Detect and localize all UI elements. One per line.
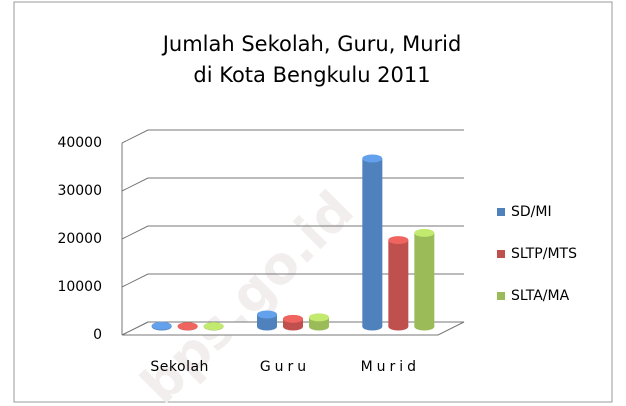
bar-top [177,322,198,331]
bar-bottom [283,322,303,331]
bar [388,236,409,331]
bar-top [388,236,409,245]
bar [177,322,198,331]
grid-line [121,225,149,240]
bar-bottom [414,322,435,331]
legend-swatch [497,292,505,300]
bar [309,313,329,331]
y-tick-label: 20000 [57,231,102,247]
bar-top [257,310,277,319]
bar-body [414,232,435,327]
y-tick-label: 30000 [57,183,102,199]
bar [414,228,435,331]
x-tick-label: Sekolah [150,359,209,375]
bar [283,314,303,331]
chart-title: di Kota Bengkulu 2011 [193,63,430,87]
bar-bottom [257,322,277,331]
bar-body [309,317,329,327]
bar-body [362,158,383,327]
y-tick-label: 40000 [57,135,102,151]
bar-bottom [388,322,409,331]
bar [203,322,224,331]
grid-line [121,129,149,144]
x-tick-label: Murid [361,359,420,375]
bar-top [309,313,329,322]
y-tick-label: 0 [93,327,102,343]
y-tick-label: 10000 [57,279,102,295]
bar [151,321,172,331]
legend-label: SLTP/MTS [511,246,577,262]
bar-top [283,314,303,323]
legend-swatch [497,250,505,258]
bar [257,310,277,331]
bar-bottom [309,322,329,331]
bar-body [388,240,409,327]
bar [362,154,383,331]
bar-top [362,154,383,163]
legend-swatch [497,208,505,216]
grid-line [121,177,149,192]
legend-label: SD/MI [511,204,552,220]
grid-line [121,273,149,288]
bar-top [151,321,172,330]
grid-line [121,321,149,336]
legend-label: SLTA/MA [511,288,570,304]
bar-top [414,228,435,237]
x-tick-label: Guru [260,359,310,375]
bar-bottom [362,322,383,331]
bar-top [203,322,224,331]
chart-title: Jumlah Sekolah, Guru, Murid [161,32,462,56]
